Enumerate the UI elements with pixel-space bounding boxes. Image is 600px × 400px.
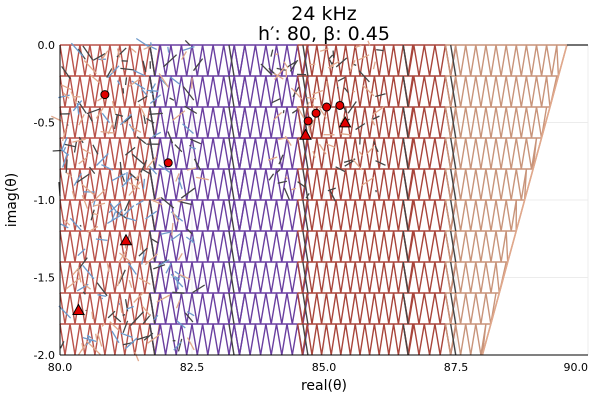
root-circle-marker [311,108,321,118]
chart-title: 24 kHz [291,3,357,25]
root-triangle-marker [119,233,133,246]
mesh-dense-peach [51,40,385,362]
tick-labels: 80.0 82.5 85.0 87.5 90.0 0.0 -0.5 -1.0 -1.5 -2.0 [34,39,588,374]
y-tick-label: 0.0 [38,39,56,52]
x-tick-label: 82.5 [180,361,205,374]
root-circle-marker [322,102,332,112]
root-markers [72,90,352,315]
root-circle-marker [100,90,110,100]
root-circle-marker [163,158,173,168]
mesh-right-boundary [481,44,568,356]
x-tick-label: 85.0 [312,361,337,374]
root-circle-marker [303,116,313,126]
y-tick-label: -2.0 [34,349,55,362]
y-tick-label: -1.0 [34,194,55,207]
x-tick-label: 90.0 [564,361,589,374]
mesh-band [296,44,414,356]
root-triangle-marker [299,128,312,140]
x-tick-label: 80.0 [48,361,73,374]
plot-frame [59,45,588,356]
y-tick-label: -0.5 [34,117,55,130]
root-circle-marker [335,100,345,110]
chart-subtitle: h′: 80, β: 0.45 [258,23,390,45]
root-triangle-marker [72,303,85,315]
y-axis-label: imag(θ) [4,173,20,227]
root-triangle-marker [338,115,352,128]
mesh-band [233,44,309,356]
x-axis-label: real(θ) [301,378,347,394]
x-tick-label: 87.5 [444,361,469,374]
mesh-lines [51,37,588,362]
y-tick-label: -1.5 [34,272,55,285]
